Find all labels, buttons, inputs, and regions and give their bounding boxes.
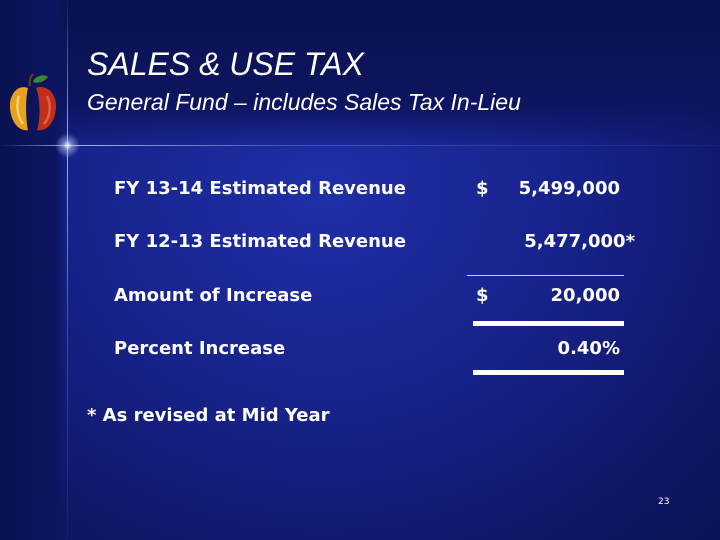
apple-icon — [9, 73, 57, 131]
row-label-fy1314: FY 13-14 Estimated Revenue — [114, 178, 406, 199]
vertical-divider — [67, 0, 68, 540]
header-band — [0, 0, 720, 150]
light-flare — [55, 133, 80, 158]
amount-percent: 0.40% — [557, 338, 620, 359]
horizontal-divider — [0, 145, 720, 146]
total-rule-1 — [473, 321, 624, 326]
subtotal-rule — [467, 275, 624, 276]
row-label-percent: Percent Increase — [114, 338, 286, 359]
total-rule-2 — [473, 370, 624, 375]
amount-fy1213: 5,477,000* — [524, 231, 635, 252]
page-number: 23 — [658, 497, 670, 507]
currency-fy1314: $ — [476, 178, 489, 199]
row-label-fy1213: FY 12-13 Estimated Revenue — [114, 231, 406, 252]
currency-increase: $ — [476, 285, 489, 306]
slide-subtitle: General Fund – includes Sales Tax In-Lie… — [87, 89, 521, 115]
amount-increase: 20,000 — [550, 285, 620, 306]
row-label-increase: Amount of Increase — [114, 285, 313, 306]
footnote: * As revised at Mid Year — [87, 405, 330, 426]
left-band — [0, 0, 68, 540]
amount-fy1314: 5,499,000 — [518, 178, 620, 199]
slide-title: SALES & USE TAX — [87, 46, 364, 82]
